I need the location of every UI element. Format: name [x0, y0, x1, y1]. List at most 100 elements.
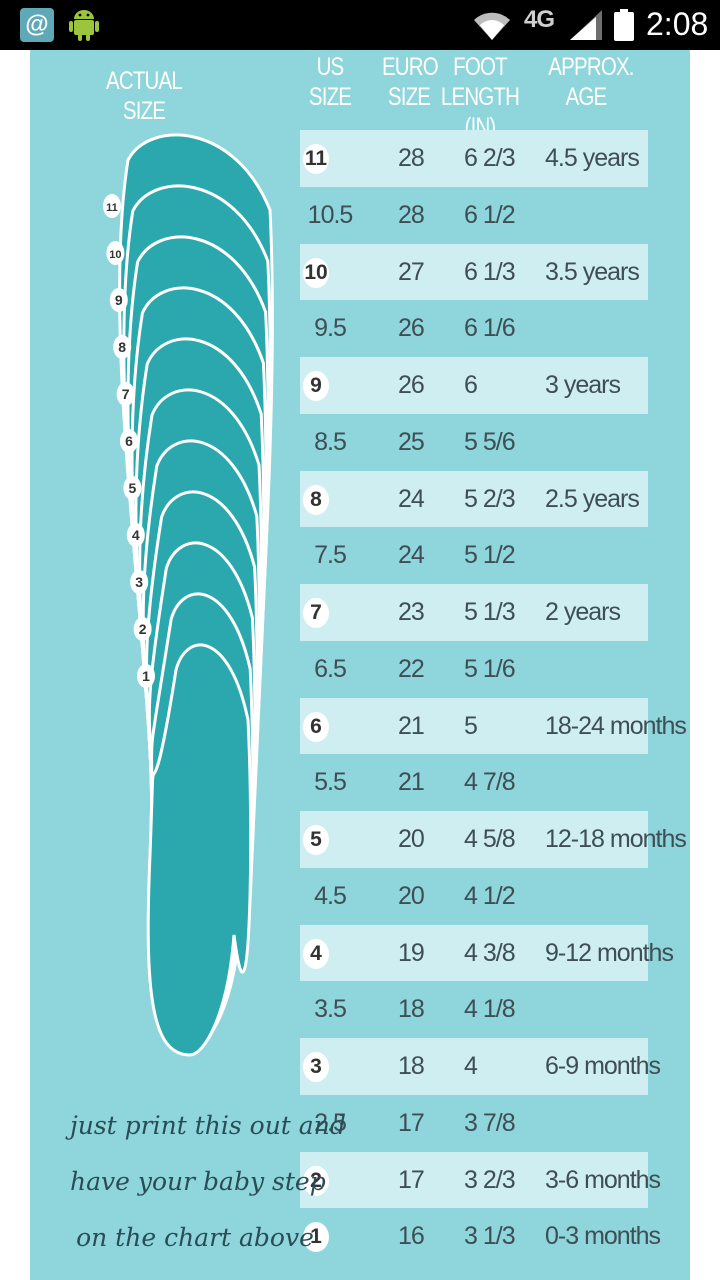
table-row: 9 26 6 3 years	[300, 357, 648, 414]
table-row: 11 28 6 2/3 4.5 years	[300, 130, 648, 187]
cell-age	[545, 187, 655, 244]
table-row: 6.5 22 5 1/6	[300, 641, 648, 698]
cell-text: 6 1/3	[464, 257, 516, 286]
cell-text: 0-3 months	[545, 1222, 661, 1251]
cell-euro: 26	[398, 357, 438, 414]
cell-text: 8.5	[314, 427, 347, 456]
cell-text: 2.5	[314, 1108, 347, 1137]
cell-euro: 26	[398, 300, 438, 357]
cell-euro: 18	[398, 1038, 438, 1095]
cell-text: 9.5	[314, 314, 347, 343]
cell-age	[545, 1095, 655, 1152]
cell-foot: 4 1/2	[464, 868, 534, 925]
cell-euro: 21	[398, 698, 438, 755]
cell-text: 12-18 months	[545, 825, 687, 853]
cell-foot: 6 1/3	[464, 244, 534, 301]
cell-age: 2.5 years	[545, 471, 655, 528]
cell-text: 3.5 years	[545, 257, 640, 286]
cell-euro: 17	[398, 1152, 438, 1209]
size-badge: 7	[303, 598, 329, 628]
size-badge: 6	[303, 711, 329, 742]
cell-euro: 23	[398, 584, 438, 641]
cell-foot: 5 5/6	[464, 414, 534, 471]
cell-text: 6-9 months	[545, 1052, 661, 1080]
cell-age	[545, 300, 655, 357]
cell-foot: 5 1/2	[464, 527, 534, 584]
table-row: 2.5 17 3 7/8	[300, 1095, 648, 1152]
cell-foot: 3 2/3	[464, 1152, 534, 1209]
foot-size-label: 7	[122, 386, 130, 402]
table-row: 10.5 28 6 1/2	[300, 187, 648, 244]
android-debug-icon[interactable]	[66, 8, 102, 42]
cell-text: 24	[398, 484, 425, 513]
cell-foot: 3 7/8	[464, 1095, 534, 1152]
foot-size-label: 10	[109, 249, 121, 261]
table-row: 1 16 3 1/3 0-3 months	[300, 1208, 661, 1265]
cell-text: 4 1/8	[464, 995, 516, 1024]
cell-age	[545, 981, 655, 1038]
cell-euro: 16	[398, 1208, 438, 1265]
cell-foot: 5 1/6	[464, 641, 534, 698]
table-row: 3.5 18 4 1/8	[300, 981, 648, 1038]
foot-size-marker	[113, 335, 132, 359]
table-row: 8.5 25 5 5/6	[300, 414, 648, 471]
header-us-size: US SIZE	[305, 52, 354, 112]
table-row: 10 27 6 1/3 3.5 years	[300, 243, 648, 301]
foot-size-label: 2	[139, 621, 147, 637]
image-viewer[interactable]: ACTUAL SIZE US SIZE EURO SIZE FOOT LENGT…	[0, 50, 720, 1280]
status-clock: 2:08	[646, 6, 709, 42]
foot-size-label: 3	[135, 574, 143, 590]
cell-text: 16	[398, 1222, 425, 1251]
cell-text: 28	[398, 144, 425, 172]
cell-euro: 28	[398, 130, 438, 187]
foot-size-marker	[103, 194, 121, 218]
cell-text: 21	[398, 711, 425, 740]
cell-text: 6 1/2	[464, 200, 516, 229]
cell-text: 5 2/3	[464, 484, 516, 513]
cell-text: 6 2/3	[464, 144, 516, 172]
cell-age: 9-12 months	[545, 925, 674, 982]
table-row: 7 23 5 1/3 2 years	[300, 584, 648, 641]
header-approx-age: APPROX. AGE	[548, 52, 634, 112]
header-euro-line2: SIZE	[387, 83, 431, 111]
cell-text: 27	[398, 257, 425, 286]
table-row: 3 18 4 6-9 months	[300, 1038, 661, 1095]
cell-text: 17	[398, 1165, 425, 1194]
foot-size-marker	[106, 241, 125, 265]
table-row: 5.5 21 4 7/8	[300, 754, 648, 811]
battery-icon	[614, 9, 634, 41]
foot-size-label: 9	[115, 292, 123, 308]
cell-text: 19	[398, 938, 425, 967]
cell-text: 3.5	[314, 995, 347, 1024]
cell-age: 3 years	[545, 357, 655, 414]
foot-size-marker	[123, 476, 142, 500]
cell-text: 18-24 months	[545, 711, 687, 740]
cell-age: 2 years	[545, 584, 655, 641]
cell-foot: 5 2/3	[464, 471, 534, 528]
cell-euro: 24	[398, 527, 438, 584]
cell-foot: 6 1/2	[464, 187, 534, 244]
cell-euro: 25	[398, 414, 438, 471]
foot-size-label: 5	[129, 480, 137, 496]
table-row: 8 24 5 2/3 2.5 years	[300, 470, 648, 528]
cell-text: 10.5	[307, 200, 354, 229]
table-row: 4 19 4 3/8 9-12 months	[300, 924, 674, 982]
cell-foot: 4	[464, 1038, 534, 1095]
cell-foot: 4 3/8	[464, 925, 534, 982]
size-badge: 8	[303, 484, 329, 515]
foot-size-marker	[109, 288, 128, 312]
cell-text: 4	[464, 1052, 478, 1080]
cell-text: 3 2/3	[464, 1165, 516, 1194]
status-bar: @ 4G 2:08	[0, 0, 720, 50]
cell-foot: 4 5/8	[464, 811, 534, 868]
email-notification-icon[interactable]: @	[20, 8, 54, 42]
cell-text: 4 1/2	[464, 881, 516, 910]
cell-age: 12-18 months	[545, 811, 687, 868]
cell-age	[545, 641, 655, 698]
network-type-label: 4G	[524, 6, 555, 33]
cell-text: 3 7/8	[464, 1108, 516, 1137]
shoe-size-chart: ACTUAL SIZE US SIZE EURO SIZE FOOT LENGT…	[30, 50, 690, 1280]
foot-outline	[146, 643, 253, 1057]
table-row: 6 21 5 18-24 months	[300, 697, 687, 755]
cell-text: 22	[398, 654, 425, 683]
